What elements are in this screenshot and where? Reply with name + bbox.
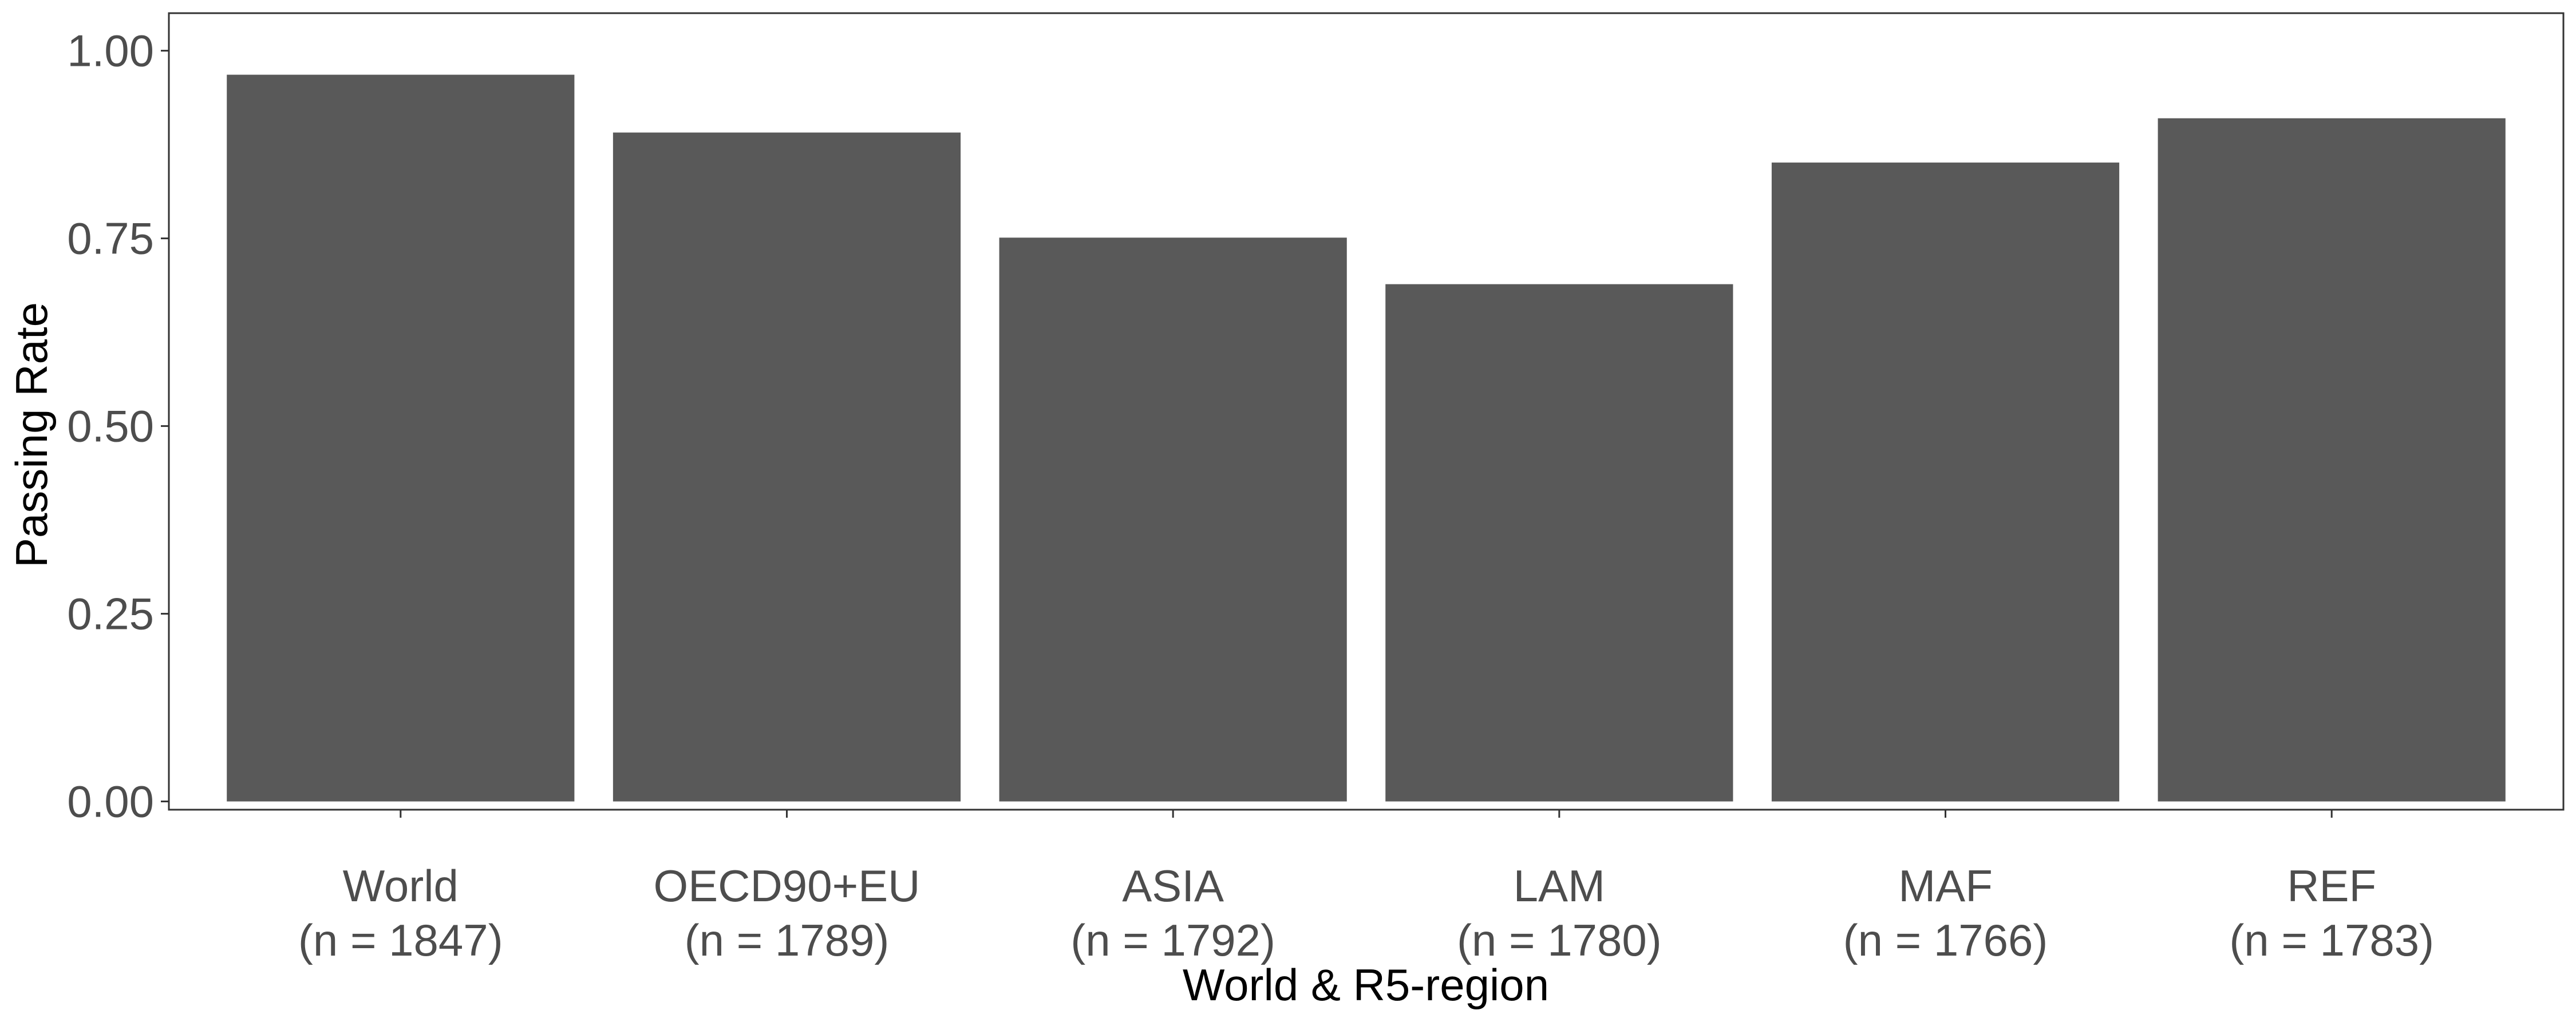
y-tick-label: 1.00: [67, 26, 154, 76]
y-tick-label: 0.25: [67, 589, 154, 639]
x-tick-sublabel: (n = 1792): [1070, 915, 1275, 965]
x-tick-sublabel: (n = 1766): [1843, 915, 2048, 965]
bar-asia: [999, 237, 1347, 802]
x-tick-label: MAF: [1898, 861, 1993, 911]
x-axis-title: World & R5-region: [1183, 960, 1549, 1010]
y-tick-label: 0.50: [67, 401, 154, 451]
y-axis: 0.00 0.25 0.50 0.75 1.00: [67, 26, 169, 827]
bar-ref: [2158, 118, 2506, 802]
bars-group: [227, 74, 2506, 802]
bar-oecd90-eu: [613, 132, 961, 802]
bar-lam: [1385, 284, 1733, 802]
x-tick-sublabel: (n = 1783): [2229, 915, 2434, 965]
x-tick-label: OECD90+EU: [653, 861, 920, 911]
x-axis: World(n = 1847)OECD90+EU(n = 1789)ASIA(n…: [298, 810, 2434, 965]
x-tick-sublabel: (n = 1780): [1457, 915, 1662, 965]
x-tick-label: World: [343, 861, 459, 911]
y-tick-label: 0.00: [67, 777, 154, 827]
x-tick-label: LAM: [1514, 861, 1605, 911]
x-tick-sublabel: (n = 1789): [685, 915, 890, 965]
bar-maf: [1771, 163, 2120, 802]
x-tick-sublabel: (n = 1847): [298, 915, 503, 965]
y-tick-label: 0.75: [67, 213, 154, 264]
y-axis-title: Passing Rate: [6, 302, 57, 568]
bar-world: [227, 74, 575, 802]
x-tick-label: ASIA: [1122, 861, 1224, 911]
x-tick-label: REF: [2287, 861, 2376, 911]
